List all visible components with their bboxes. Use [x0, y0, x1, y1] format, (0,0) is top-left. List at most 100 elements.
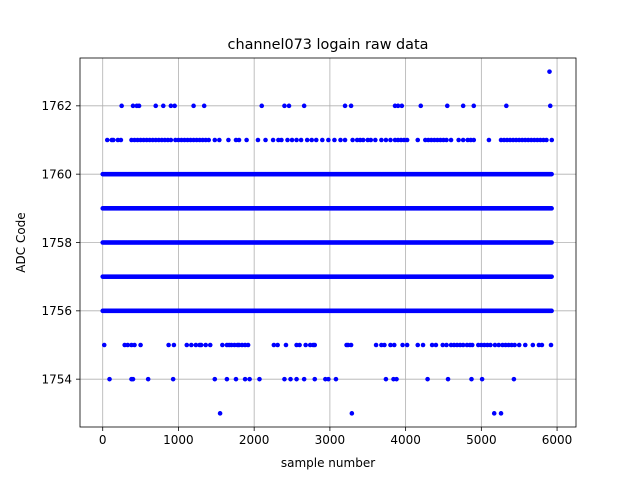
data-point-level-1762: [301, 103, 307, 109]
data-point-level-1755: [303, 342, 308, 348]
data-point-level-1754: [333, 376, 339, 382]
data-point-level-1757: [549, 274, 554, 279]
data-point-level-1762: [348, 103, 354, 109]
data-point-level-1754: [394, 376, 399, 382]
data-point-level-1755: [348, 342, 354, 348]
data-point-level-1758: [549, 240, 554, 245]
data-point-level-1755: [184, 342, 190, 348]
data-point-level-1761: [360, 137, 366, 143]
data-point-level-1759: [549, 206, 554, 211]
data-point-level-1755: [283, 342, 289, 348]
data-point-level-1762: [418, 103, 424, 109]
data-point-level-1754: [445, 376, 451, 382]
data-point-level-1755: [400, 342, 405, 348]
data-point-level-1762: [460, 103, 466, 109]
data-point-level-1762: [282, 103, 287, 109]
data-point-level-1762: [153, 103, 159, 109]
x-tick-label: 1000: [163, 433, 194, 447]
data-point-level-1761: [244, 137, 249, 143]
data-point-level-1762: [259, 103, 265, 109]
data-point-level-1761: [206, 137, 212, 143]
x-axis-ticks: 0 1000 2000 3000 4000 5000 6000: [99, 427, 572, 447]
data-point-level-1755: [548, 342, 554, 348]
data-point-level-1755: [492, 342, 498, 348]
data-point-level-1754: [301, 376, 307, 382]
data-point-level-1762: [444, 103, 450, 109]
data-point-level-1755: [275, 342, 280, 348]
data-point-level-1755: [245, 342, 251, 348]
data-point-level-1755: [539, 342, 545, 348]
data-point-level-1754: [170, 376, 176, 382]
data-point-level-1753: [349, 411, 355, 416]
data-point-level-1760: [549, 171, 554, 177]
data-point-level-1755: [207, 342, 213, 348]
data-point-level-1761: [350, 137, 355, 143]
data-point-level-1754: [282, 376, 287, 382]
data-point-level-1755: [101, 342, 107, 348]
data-point-level-1755: [198, 342, 204, 348]
data-point-level-1763: [547, 69, 552, 74]
data-point-level-1755: [420, 342, 426, 348]
data-point-level-1761: [342, 137, 348, 143]
x-tick-label: 0: [99, 433, 107, 447]
data-point-level-1755: [512, 342, 517, 348]
data-point-level-1761: [549, 137, 555, 143]
data-point-level-1755: [297, 342, 302, 348]
y-tick-label: 1756: [41, 304, 72, 318]
data-point-level-1762: [136, 103, 142, 109]
data-point-level-1754: [425, 376, 430, 382]
data-point-level-1761: [285, 137, 290, 143]
data-point-level-1754: [242, 376, 248, 382]
data-point-level-1761: [255, 137, 261, 143]
data-point-level-1755: [460, 342, 466, 348]
data-point-level-1754: [212, 376, 218, 382]
data-point-level-1755: [429, 342, 435, 348]
data-point-level-1761: [104, 137, 110, 143]
data-point-level-1753: [217, 411, 223, 416]
data-point-level-1754: [145, 376, 151, 382]
data-point-level-1761: [289, 137, 295, 143]
data-point-level-1762: [172, 103, 177, 109]
data-point-level-1762: [119, 103, 124, 109]
data-point-level-1754: [383, 376, 389, 382]
data-point-level-1755: [166, 342, 171, 348]
data-point-level-1754: [326, 376, 331, 382]
data-point-level-1762: [547, 103, 553, 109]
data-point-level-1761: [226, 137, 231, 143]
data-point-level-1755: [469, 342, 475, 348]
y-tick-label: 1758: [41, 236, 72, 250]
data-point-level-1761: [456, 137, 461, 143]
data-point-level-1755: [530, 342, 536, 348]
data-point-level-1755: [488, 342, 493, 348]
data-point-level-1755: [433, 342, 439, 348]
data-point-level-1761: [320, 137, 325, 143]
data-point-level-1754: [312, 376, 318, 382]
data-point-level-1755: [138, 342, 143, 348]
data-point-level-1761: [298, 137, 304, 143]
data-point-level-1755: [391, 342, 397, 348]
data-point-level-1755: [171, 342, 177, 348]
data-point-level-1754: [247, 376, 252, 382]
data-point-level-1761: [326, 137, 331, 143]
data-point-level-1762: [191, 103, 196, 109]
data-point-level-1754: [233, 376, 239, 382]
x-tick-label: 3000: [315, 433, 346, 447]
x-axis-label: sample number: [281, 456, 375, 470]
data-point-level-1754: [107, 376, 112, 382]
data-point-level-1755: [516, 342, 522, 348]
data-point-level-1754: [511, 376, 517, 382]
data-point-level-1761: [338, 137, 343, 143]
data-point-level-1762: [130, 103, 136, 109]
data-point-level-1755: [388, 342, 393, 348]
data-point-level-1755: [203, 342, 208, 348]
data-point-level-1762: [504, 103, 509, 109]
data-point-level-1761: [279, 137, 284, 143]
y-tick-label: 1754: [41, 372, 72, 386]
data-point-level-1756: [549, 308, 554, 314]
data-point-level-1761: [415, 137, 421, 143]
data-point-level-1755: [373, 342, 379, 348]
data-point-level-1754: [469, 376, 474, 382]
data-point-level-1761: [118, 137, 124, 143]
data-point-level-1754: [224, 376, 230, 382]
